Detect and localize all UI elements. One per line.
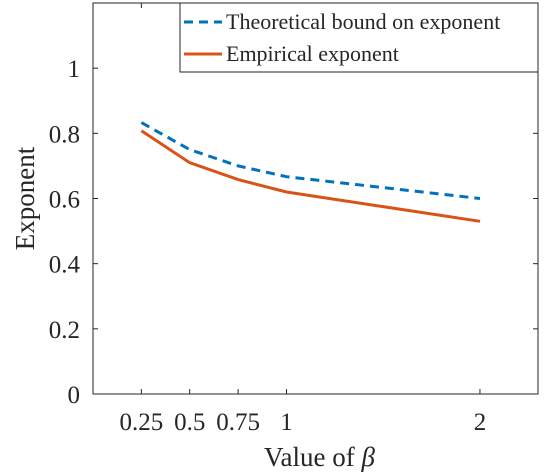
x-tick-label: 1 [280, 409, 293, 436]
x-axis-label: Value of β [264, 442, 375, 472]
series-line-theoretical [140, 121, 481, 200]
x-tick-label: 2 [474, 409, 487, 436]
x-tick-label: 0.25 [119, 409, 163, 436]
y-tick-label: 0.8 [49, 121, 80, 148]
x-tick-label: 0.75 [216, 409, 260, 436]
axis-tick-labels: 0.25 0.5 0.75 1 2 0 0.2 0.4 0.6 0.8 1 [49, 56, 486, 436]
series-lines [140, 121, 481, 223]
legend-label-theoretical: Theoretical bound on exponent [226, 9, 500, 34]
legend-label-empirical: Empirical exponent [226, 41, 399, 66]
legend: Theoretical bound on exponent Empirical … [179, 2, 539, 73]
x-axis-label-text: Value of [264, 442, 361, 472]
x-tick-label: 0.5 [174, 409, 205, 436]
y-tick-label: 0.4 [49, 252, 81, 279]
y-tick-label: 0.2 [49, 317, 80, 344]
y-axis-label: Exponent [10, 146, 40, 250]
y-tick-label: 0 [68, 382, 81, 409]
x-axis-label-symbol: β [361, 442, 376, 472]
y-tick-label: 1 [68, 56, 81, 83]
series-line-empirical [140, 129, 481, 223]
legend-box [179, 2, 539, 73]
y-tick-label: 0.6 [49, 187, 80, 214]
